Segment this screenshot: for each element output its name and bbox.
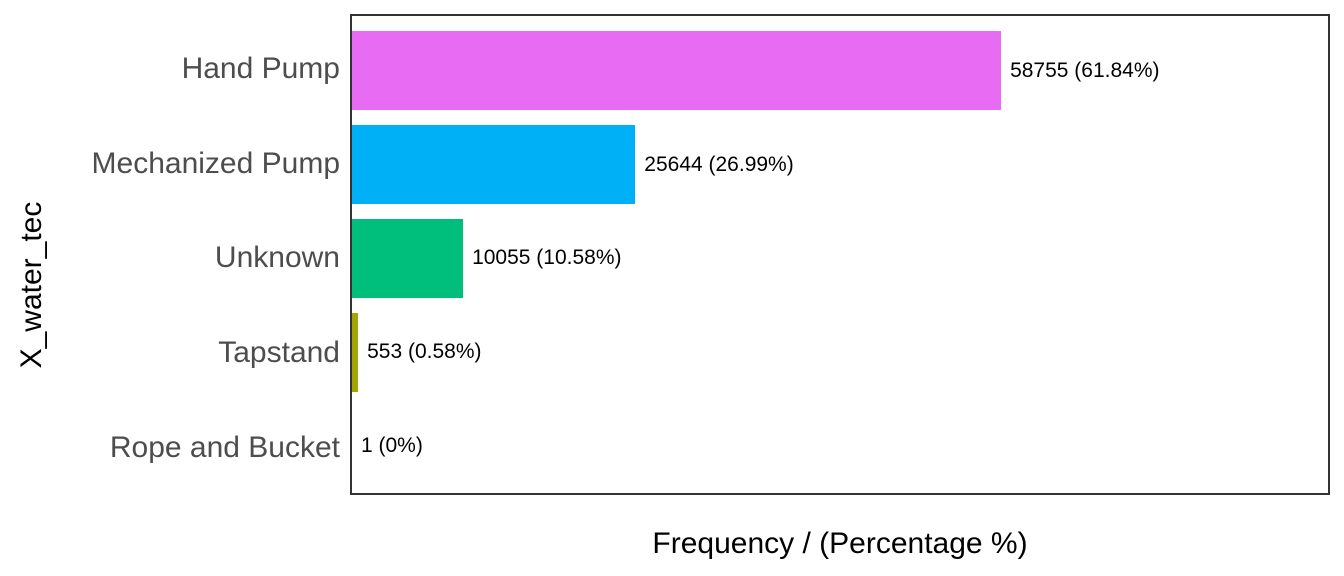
bar-value-label: 553 (0.58%)	[367, 340, 482, 364]
bar-value-label: 58755 (61.84%)	[1010, 58, 1160, 82]
bar-row: 553 (0.58%)	[352, 305, 1328, 399]
bar-value-label: 1 (0%)	[361, 434, 423, 458]
bar-row: 25644 (26.99%)	[352, 118, 1328, 212]
bar	[352, 31, 1002, 111]
bar	[352, 312, 359, 392]
bar-row: 1 (0%)	[352, 399, 1328, 493]
y-axis-category-label: Unknown	[214, 241, 340, 275]
bar	[352, 125, 636, 205]
y-axis-category-label: Tapstand	[218, 336, 340, 370]
y-axis-category-label: Rope and Bucket	[109, 430, 340, 464]
plot-panel: 58755 (61.84%) 25644 (26.99%) 10055 (10.…	[350, 14, 1330, 495]
bar-value-label: 25644 (26.99%)	[644, 152, 794, 176]
bar	[352, 218, 464, 298]
bar-value-label: 10055 (10.58%)	[472, 246, 622, 270]
y-axis-category-label: Hand Pump	[181, 52, 340, 86]
bar-row: 10055 (10.58%)	[352, 212, 1328, 306]
bar-row: 58755 (61.84%)	[352, 24, 1328, 118]
x-axis-title: Frequency / (Percentage %)	[652, 527, 1028, 560]
y-axis-category-labels: Hand Pump Mechanized Pump Unknown Tapstand R…	[0, 14, 340, 495]
y-axis-category-label: Mechanized Pump	[91, 146, 340, 180]
